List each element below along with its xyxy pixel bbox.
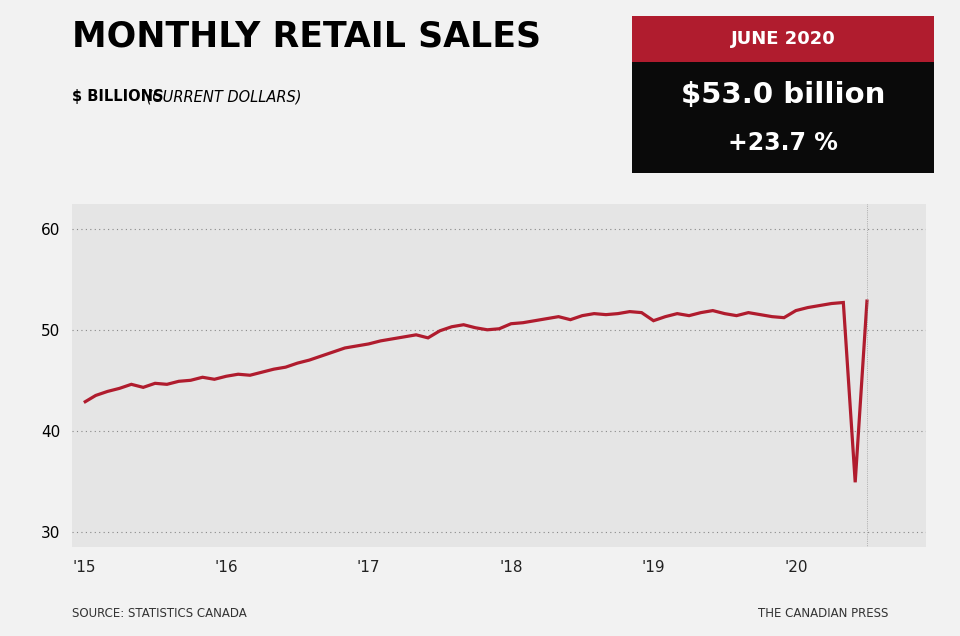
Text: JUNE 2020: JUNE 2020: [731, 30, 835, 48]
Text: +23.7 %: +23.7 %: [728, 131, 838, 155]
Text: THE CANADIAN PRESS: THE CANADIAN PRESS: [757, 607, 888, 620]
Text: SOURCE: STATISTICS CANADA: SOURCE: STATISTICS CANADA: [72, 607, 247, 620]
Text: MONTHLY RETAIL SALES: MONTHLY RETAIL SALES: [72, 19, 541, 53]
Text: (CURRENT DOLLARS): (CURRENT DOLLARS): [142, 89, 301, 104]
Text: $ BILLIONS: $ BILLIONS: [72, 89, 163, 104]
Text: $53.0 billion: $53.0 billion: [681, 81, 885, 109]
